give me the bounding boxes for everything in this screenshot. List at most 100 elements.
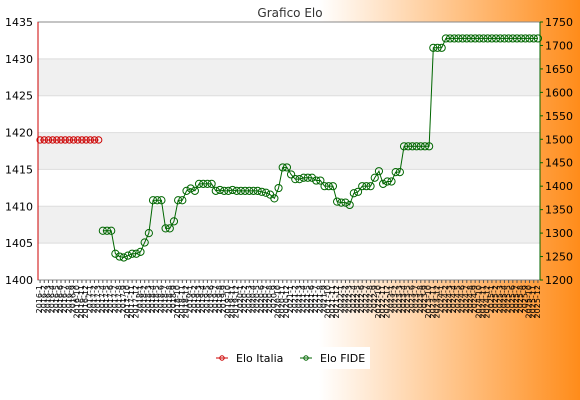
x-tick-label: 2023-6 — [407, 285, 416, 313]
x-tick-label: 2023-10 — [424, 285, 433, 318]
data-point-elo-fide — [228, 185, 237, 195]
x-tick-label: 2021-4 — [299, 285, 308, 313]
x-tick-label: 2017-6 — [106, 285, 115, 313]
data-point-elo-fide — [345, 200, 354, 210]
x-tick-label: 2017-8 — [115, 285, 124, 313]
x-tick-label: 2016-9 — [69, 285, 78, 313]
data-point-elo-italia — [94, 136, 103, 144]
y-right-tick-label: 1700 — [545, 39, 573, 52]
x-tick-label: 2025-5 — [504, 285, 513, 313]
data-point-elo-fide — [215, 185, 225, 195]
data-point-elo-fide — [182, 186, 191, 195]
x-tick-label: 2016-6 — [56, 285, 65, 313]
x-tick-label: 2021-9 — [320, 285, 329, 313]
y-right-tick-label: 1500 — [545, 133, 573, 146]
x-tick-label: 2017-5 — [102, 285, 111, 313]
data-point-elo-fide — [429, 43, 438, 52]
series-line-elo-fide — [102, 37, 538, 259]
x-tick-label: 2019-12 — [232, 285, 241, 318]
data-point-elo-fide — [433, 43, 442, 52]
data-point-elo-fide — [454, 34, 463, 43]
data-point-elo-fide — [337, 198, 346, 207]
y-left-tick-label: 1405 — [5, 237, 33, 250]
data-point-elo-fide — [353, 187, 363, 196]
x-tick-label: 2023-4 — [399, 285, 408, 313]
data-point-elo-fide — [286, 170, 296, 179]
y-right-tick-label: 1400 — [545, 180, 573, 193]
x-tick-label: 2019-5 — [202, 285, 211, 313]
x-tick-label: 2023-12 — [433, 285, 442, 318]
data-point-elo-fide — [324, 182, 333, 191]
x-tick-label: 2023-11 — [428, 285, 437, 318]
data-point-elo-fide — [391, 168, 400, 177]
data-point-elo-fide — [383, 177, 392, 186]
data-point-elo-fide — [312, 176, 321, 185]
x-tick-label: 2018-4 — [148, 285, 157, 313]
x-tick-label: 2018-2 — [140, 285, 149, 313]
x-tick-label: 2020-11 — [278, 285, 287, 318]
plot-band — [38, 206, 540, 244]
data-point-elo-fide — [425, 142, 434, 151]
y-left-tick-label: 1430 — [5, 53, 33, 66]
data-point-elo-fide — [445, 34, 455, 43]
x-tick-label: 2022-6 — [357, 285, 366, 313]
data-point-elo-fide — [533, 34, 543, 43]
x-tick-label: 2021-3 — [294, 285, 303, 313]
data-point-elo-fide — [496, 34, 505, 43]
data-point-elo-italia — [40, 136, 48, 144]
x-tick-label: 2016-5 — [52, 285, 61, 313]
x-tick-label: 2021-1 — [286, 285, 295, 313]
x-tick-label: 2019-6 — [207, 285, 216, 313]
x-tick-label: 2018-5 — [152, 285, 161, 313]
data-point-elo-fide — [161, 224, 170, 233]
x-tick-label: 2019-3 — [194, 285, 203, 313]
x-tick-label: 2017-7 — [110, 285, 119, 313]
data-point-elo-fide — [211, 186, 220, 195]
data-point-elo-fide — [303, 173, 312, 182]
x-tick-label: 2016-11 — [77, 285, 86, 318]
data-point-elo-fide — [199, 179, 208, 188]
data-point-elo-fide — [395, 168, 404, 177]
x-tick-label: 2025-10 — [525, 285, 534, 318]
plot-band — [38, 58, 540, 96]
x-tick-label: 2018-9 — [169, 285, 178, 313]
data-point-elo-fide — [487, 34, 496, 43]
data-point-elo-fide — [111, 249, 120, 258]
data-point-elo-fide — [278, 163, 287, 172]
x-tick-label: 2024-4 — [449, 285, 458, 313]
data-point-elo-italia — [90, 136, 99, 144]
x-tick-label: 2016-4 — [48, 285, 57, 313]
data-point-elo-fide — [274, 183, 283, 193]
x-tick-label: 2020-1 — [236, 285, 245, 313]
data-point-elo-fide — [349, 189, 358, 198]
data-point-elo-fide — [504, 34, 513, 43]
y-right-tick-label: 1550 — [545, 110, 573, 123]
x-tick-label: 2016-8 — [64, 285, 73, 313]
data-point-elo-italia — [61, 136, 69, 144]
data-point-elo-italia — [82, 136, 90, 144]
data-point-elo-fide — [123, 251, 133, 260]
data-point-elo-fide — [165, 224, 174, 233]
y-right-tick-label: 1350 — [545, 204, 573, 217]
x-tick-label: 2020-3 — [244, 285, 253, 313]
data-point-elo-italia — [36, 136, 44, 144]
legend: Elo Italia Elo FIDE — [210, 347, 370, 369]
y-right-tick-label: 1750 — [545, 16, 573, 29]
x-tick-label: 2019-10 — [223, 285, 232, 318]
x-tick-label: 2017-2 — [89, 285, 98, 313]
data-point-elo-fide — [157, 196, 166, 205]
x-tick-label: 2023-1 — [386, 285, 395, 313]
x-tick-label: 2016-3 — [43, 285, 52, 313]
x-tick-label: 2024-8 — [466, 285, 475, 313]
x-tick-label: 2019-7 — [211, 285, 220, 313]
x-tick-label: 2017-11 — [127, 285, 136, 318]
x-tick-label: 2021-5 — [303, 285, 312, 313]
plot-band — [38, 169, 540, 207]
data-point-elo-fide — [475, 34, 484, 43]
x-tick-label: 2025-6 — [508, 285, 517, 313]
data-point-elo-fide — [128, 249, 137, 258]
x-tick-label: 2017-3 — [94, 285, 103, 313]
x-tick-label: 2019-8 — [215, 285, 224, 313]
